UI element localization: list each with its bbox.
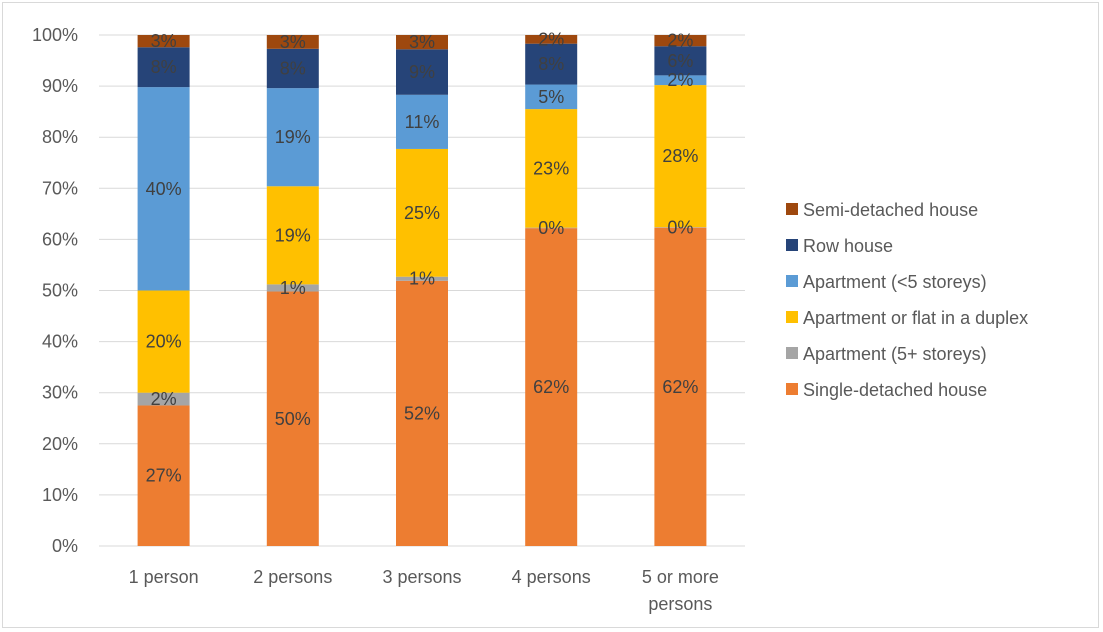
bar-segment	[137, 87, 190, 291]
bar-segment	[396, 49, 448, 95]
y-tick-label: 60%	[42, 229, 78, 249]
legend: Semi-detached house Row house Apartment (<…	[786, 200, 1028, 400]
data-label: 62%	[662, 377, 698, 397]
bar-segment	[137, 392, 190, 406]
legend-swatch	[786, 239, 798, 251]
bar-segment	[525, 228, 578, 546]
data-label: 28%	[662, 146, 698, 166]
data-label: 11%	[405, 112, 440, 132]
bar-segment	[266, 88, 319, 187]
data-label: 3%	[151, 31, 177, 51]
data-label: 0%	[667, 217, 693, 237]
bar-segment	[396, 276, 448, 281]
bar-segment	[654, 75, 707, 86]
data-label: 52%	[404, 403, 440, 423]
data-label: 8%	[280, 58, 306, 78]
bar-segment	[137, 47, 190, 88]
data-label: 6%	[667, 51, 693, 71]
bar-segment	[266, 291, 319, 546]
data-label: 9%	[409, 62, 435, 82]
bar-segment	[396, 35, 448, 50]
data-label: 8%	[538, 54, 564, 74]
legend-label: Single-detached house	[803, 380, 987, 400]
bar-segment	[137, 290, 190, 393]
x-category-label: 4 persons	[512, 567, 591, 587]
legend-label: Apartment or flat in a duplex	[803, 308, 1028, 328]
legend-swatch	[786, 275, 798, 287]
data-label: 23%	[533, 158, 569, 178]
bar-segment	[137, 405, 190, 546]
data-label: 20%	[146, 332, 182, 352]
data-label: 27%	[146, 466, 182, 486]
y-tick-label: 20%	[42, 434, 78, 454]
data-label: 2%	[151, 389, 177, 409]
bar-segment	[654, 46, 707, 76]
y-tick-label: 50%	[42, 281, 78, 301]
y-tick-label: 10%	[42, 485, 78, 505]
y-tick-label: 70%	[42, 178, 78, 198]
data-label: 3%	[280, 32, 306, 52]
bar-segment	[525, 35, 578, 44]
data-label: 2%	[667, 31, 693, 51]
bar-segment	[396, 280, 448, 546]
x-category-label: 2 persons	[253, 567, 332, 587]
bar-segment	[525, 227, 578, 229]
y-tick-label: 30%	[42, 383, 78, 403]
data-label: 1%	[409, 269, 435, 289]
bar-segment	[266, 284, 319, 292]
bar-segment	[266, 48, 319, 89]
x-category-label: 3 persons	[382, 567, 461, 587]
data-labels: 27% 2% 20% 40% 8% 3% 50% 1% 19% 19% 8% 3% 52% 1% 25% 11…	[146, 29, 699, 485]
bar-segment	[654, 227, 707, 546]
bar-segment	[525, 109, 578, 228]
data-label: 62%	[533, 377, 569, 397]
bar-segment	[654, 35, 707, 47]
data-label: 19%	[275, 127, 311, 147]
legend-swatch	[786, 311, 798, 323]
y-tick-label: 40%	[42, 332, 78, 352]
bar-segment	[654, 227, 707, 228]
data-label: 25%	[404, 203, 440, 223]
legend-swatch	[786, 203, 798, 215]
legend-label: Semi-detached house	[803, 200, 978, 220]
y-tick-label: 0%	[52, 536, 78, 556]
bar-segment	[525, 43, 578, 85]
legend-swatch	[786, 383, 798, 395]
data-label: 50%	[275, 409, 311, 429]
data-label: 40%	[146, 179, 182, 199]
data-label: 19%	[275, 225, 311, 245]
legend-label: Apartment (<5 storeys)	[803, 272, 987, 292]
bar-segment	[654, 85, 707, 228]
data-label: 2%	[667, 70, 693, 90]
x-category-label: 1 person	[129, 567, 199, 587]
bar-segment	[396, 148, 448, 277]
x-category-label: 5 or more	[642, 567, 719, 587]
legend-label: Apartment (5+ storeys)	[803, 344, 987, 364]
bar-segment	[137, 35, 190, 48]
bar-segment	[266, 186, 319, 285]
bar-segment	[396, 94, 448, 149]
data-label: 5%	[538, 87, 564, 107]
bar-segment	[525, 84, 578, 110]
y-tick-label: 100%	[32, 25, 78, 45]
bar-segment	[266, 35, 319, 49]
legend-swatch	[786, 347, 798, 359]
data-label: 3%	[409, 32, 435, 52]
x-category-label: persons	[648, 594, 712, 614]
data-label: 8%	[151, 57, 177, 77]
data-label: 2%	[538, 29, 564, 49]
y-tick-label: 80%	[42, 127, 78, 147]
y-tick-label: 90%	[42, 76, 78, 96]
legend-label: Row house	[803, 236, 893, 256]
data-label: 0%	[538, 218, 564, 238]
data-label: 1%	[280, 278, 306, 298]
bars	[137, 35, 707, 546]
axes: 0% 10% 20% 30% 40% 50% 60% 70% 80% 90% 100% 1 perso…	[32, 25, 719, 614]
